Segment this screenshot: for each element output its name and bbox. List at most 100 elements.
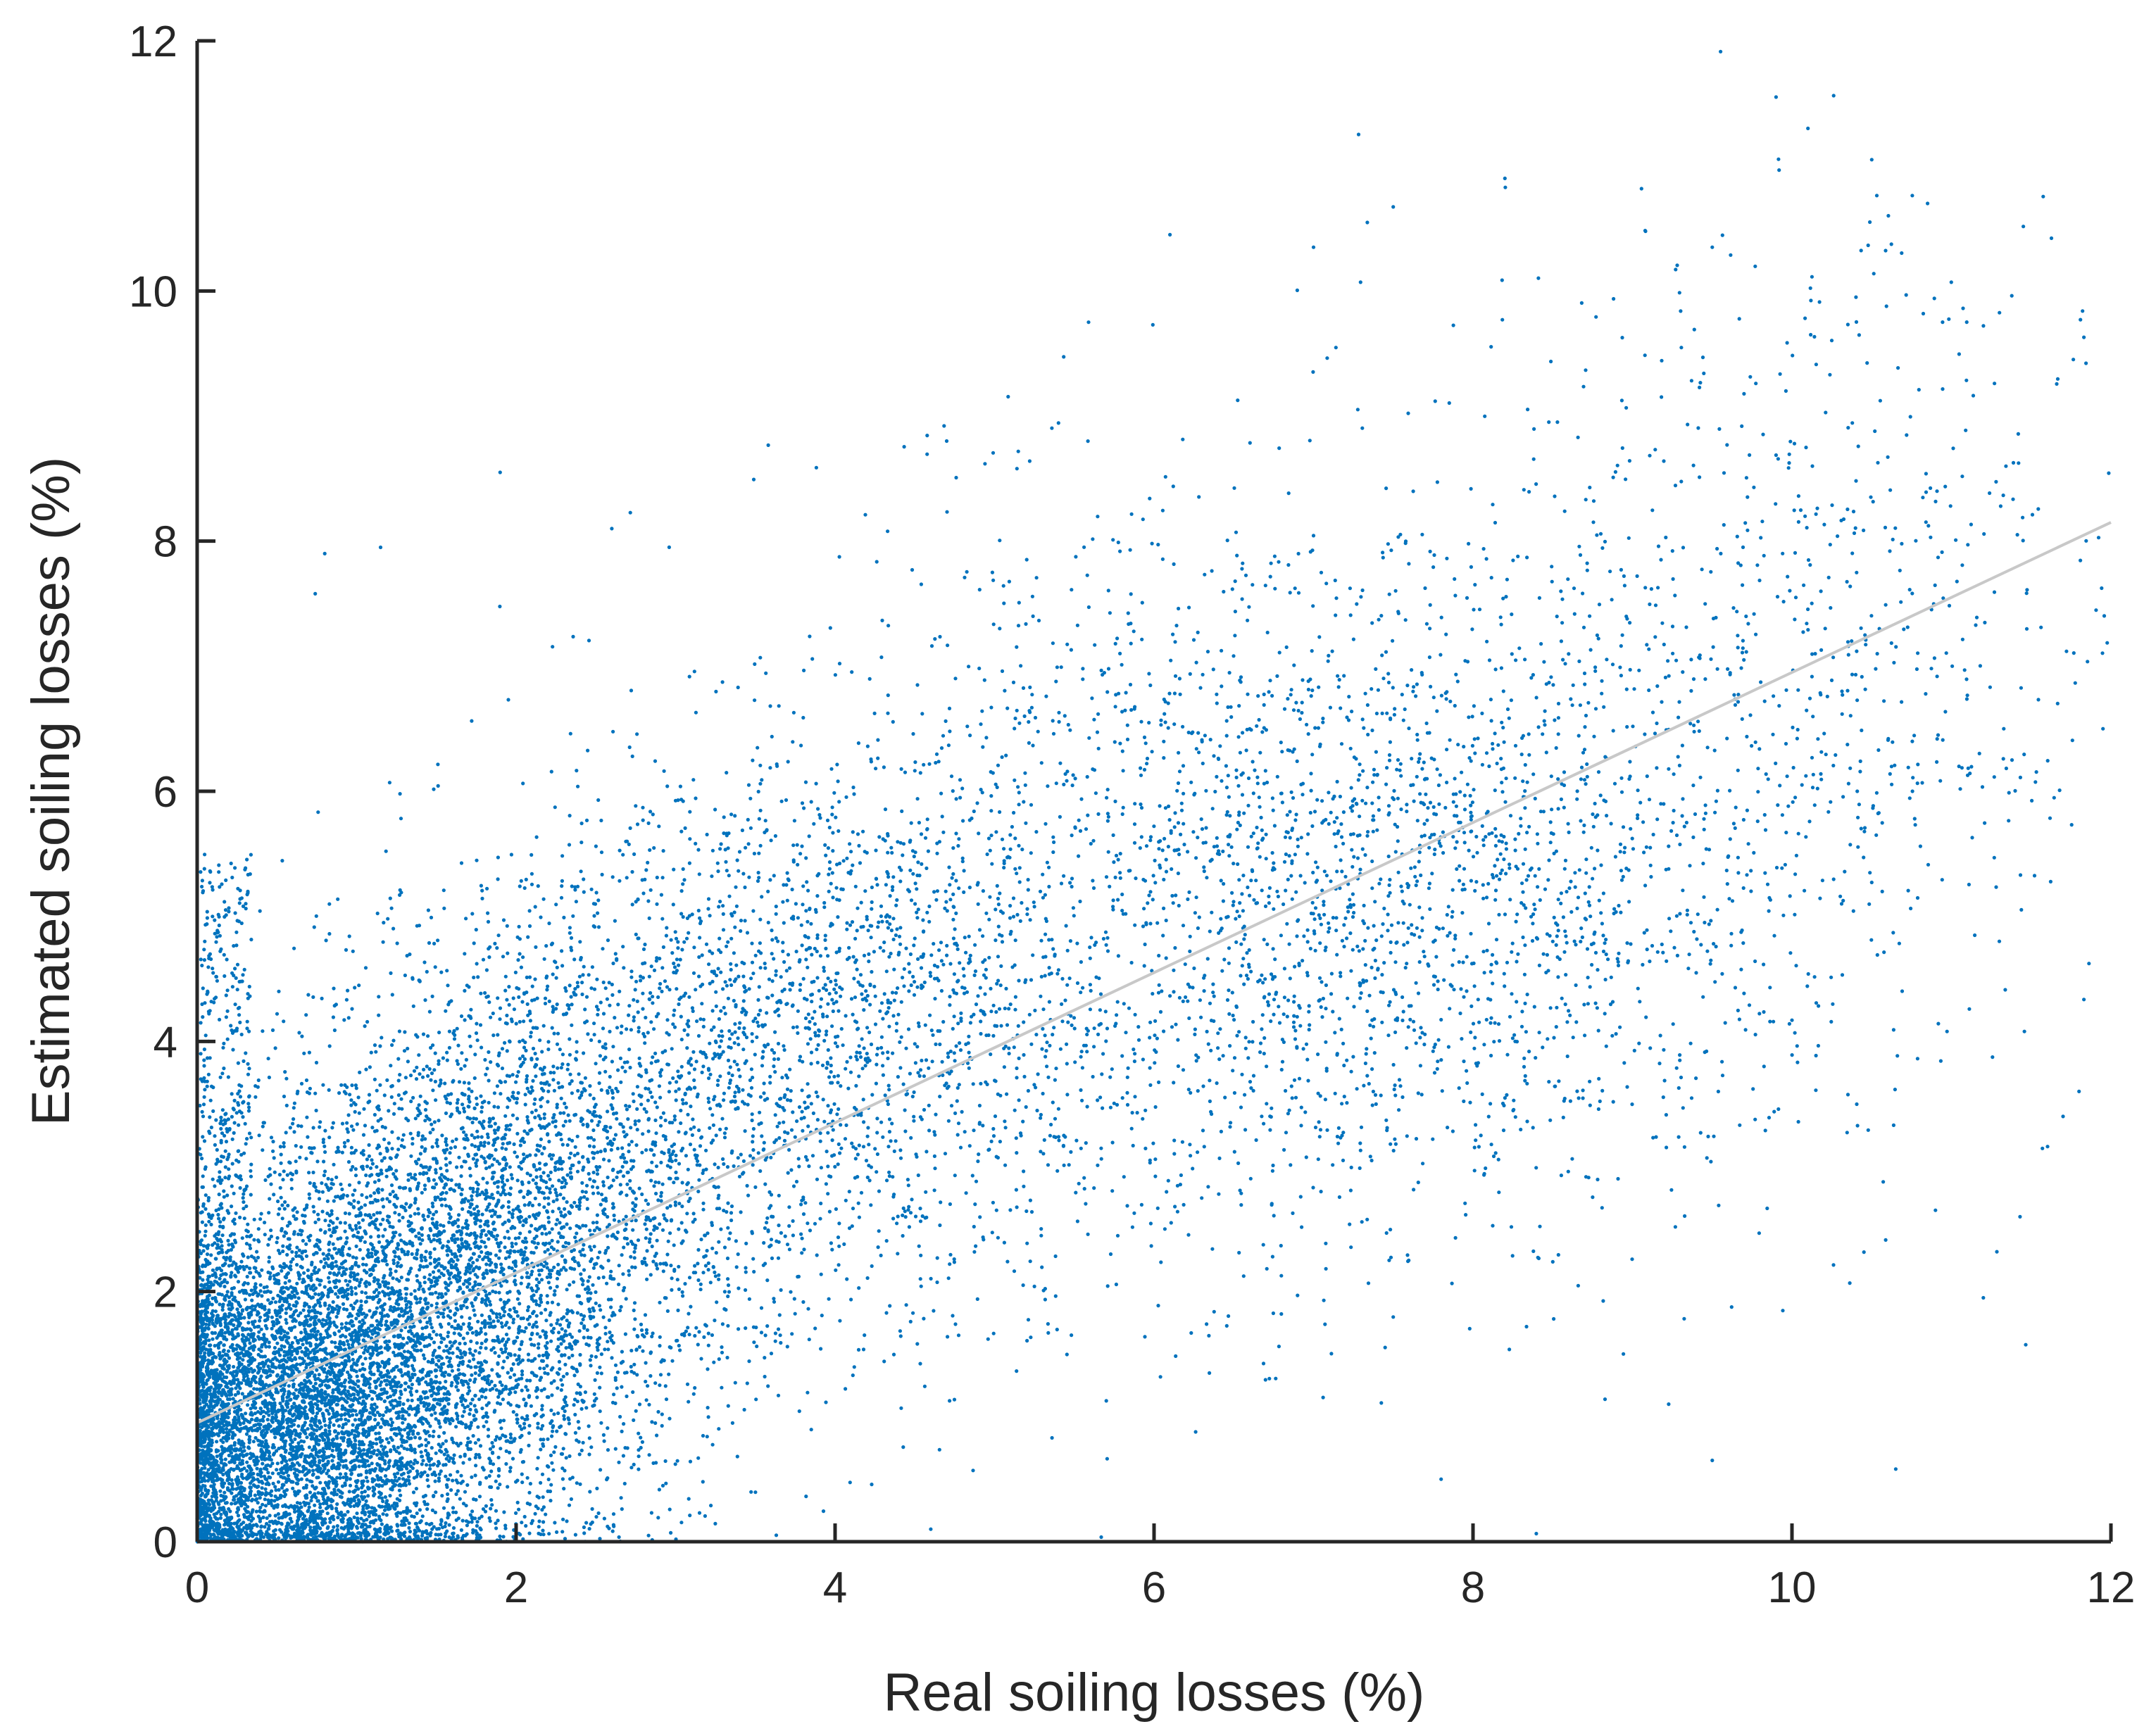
data-point: [398, 1396, 402, 1400]
data-point: [346, 1370, 350, 1374]
data-point: [413, 1425, 418, 1429]
data-point: [297, 1489, 301, 1493]
data-point: [251, 1440, 256, 1444]
data-point: [240, 1370, 244, 1374]
data-point: [369, 1323, 373, 1328]
data-point: [318, 1502, 322, 1507]
data-point: [366, 1505, 371, 1509]
data-point: [273, 1435, 277, 1440]
data-point: [496, 1486, 500, 1490]
data-point: [287, 1302, 292, 1307]
data-point: [348, 1483, 353, 1487]
data-point: [317, 1197, 322, 1201]
data-point: [202, 1523, 207, 1528]
data-point: [406, 1350, 410, 1354]
data-point: [295, 1501, 300, 1505]
data-point: [295, 1210, 299, 1214]
data-point: [280, 1470, 284, 1475]
data-point: [246, 1333, 251, 1337]
data-point: [324, 1261, 328, 1265]
data-point: [379, 1304, 383, 1309]
data-point: [280, 1404, 284, 1409]
data-point: [243, 1281, 247, 1285]
data-point: [332, 1371, 336, 1375]
data-point: [284, 1307, 289, 1311]
data-point: [263, 1319, 268, 1323]
data-point: [280, 1359, 284, 1363]
data-point: [334, 1264, 339, 1268]
data-point: [213, 1371, 218, 1376]
data-point: [261, 1385, 265, 1390]
data-point: [242, 1352, 246, 1357]
data-point: [242, 1466, 246, 1471]
data-point: [203, 1487, 208, 1492]
data-point: [295, 1521, 299, 1526]
data-point: [359, 1304, 363, 1308]
data-point: [270, 1315, 274, 1319]
data-point: [201, 1388, 205, 1392]
data-point: [434, 1490, 438, 1495]
data-point: [353, 1273, 357, 1278]
data-point: [439, 1533, 443, 1537]
data-point: [215, 1368, 219, 1372]
data-point: [304, 1332, 308, 1336]
data-point: [297, 1463, 301, 1467]
data-point: [441, 1397, 446, 1401]
data-point: [377, 1396, 382, 1400]
data-point: [259, 1524, 263, 1528]
data-point: [219, 1417, 223, 1421]
data-point: [396, 1445, 401, 1449]
data-point: [332, 1478, 337, 1483]
data-point: [272, 1345, 277, 1350]
data-point: [401, 1421, 405, 1425]
data-point: [199, 1527, 203, 1531]
data-point: [451, 1510, 456, 1514]
data-point: [287, 1533, 291, 1537]
data-point: [434, 1451, 438, 1455]
data-point: [375, 1306, 380, 1310]
data-point: [280, 1203, 284, 1207]
data-point: [298, 1322, 302, 1326]
data-point: [397, 1535, 401, 1539]
data-point: [285, 1173, 289, 1177]
data-point: [339, 1510, 344, 1514]
data-point: [285, 1405, 289, 1409]
data-point: [237, 1441, 241, 1445]
data-point: [260, 1268, 264, 1272]
data-point: [331, 1514, 335, 1518]
data-point: [218, 1363, 223, 1368]
data-point: [260, 1491, 264, 1495]
data-point: [344, 1417, 348, 1421]
data-point: [290, 1419, 295, 1423]
data-point: [308, 1196, 312, 1200]
data-point: [314, 1342, 318, 1347]
data-point: [218, 1536, 223, 1540]
data-point: [225, 1256, 229, 1260]
data-point: [266, 1498, 270, 1502]
data-point: [313, 1509, 317, 1514]
data-point: [457, 1155, 461, 1159]
data-point: [318, 1433, 322, 1438]
data-point: [277, 1471, 281, 1476]
data-point: [475, 1523, 480, 1528]
data-point: [273, 1300, 278, 1304]
data-point: [281, 1411, 285, 1415]
data-point: [203, 1473, 207, 1477]
data-point: [292, 1531, 296, 1535]
data-point: [241, 1528, 245, 1533]
data-point: [275, 1426, 280, 1430]
data-point: [293, 1437, 297, 1441]
data-point: [327, 1316, 331, 1321]
data-point: [461, 1322, 465, 1326]
data-point: [289, 1520, 294, 1524]
data-point: [287, 1505, 291, 1509]
data-point: [263, 1424, 268, 1428]
data-point: [291, 1364, 295, 1368]
data-point: [346, 1389, 350, 1394]
data-point: [449, 1473, 453, 1477]
data-point: [368, 1356, 372, 1360]
data-point: [221, 1440, 225, 1445]
data-point: [520, 1416, 525, 1420]
data-point: [220, 1532, 225, 1536]
data-point: [249, 1366, 253, 1371]
